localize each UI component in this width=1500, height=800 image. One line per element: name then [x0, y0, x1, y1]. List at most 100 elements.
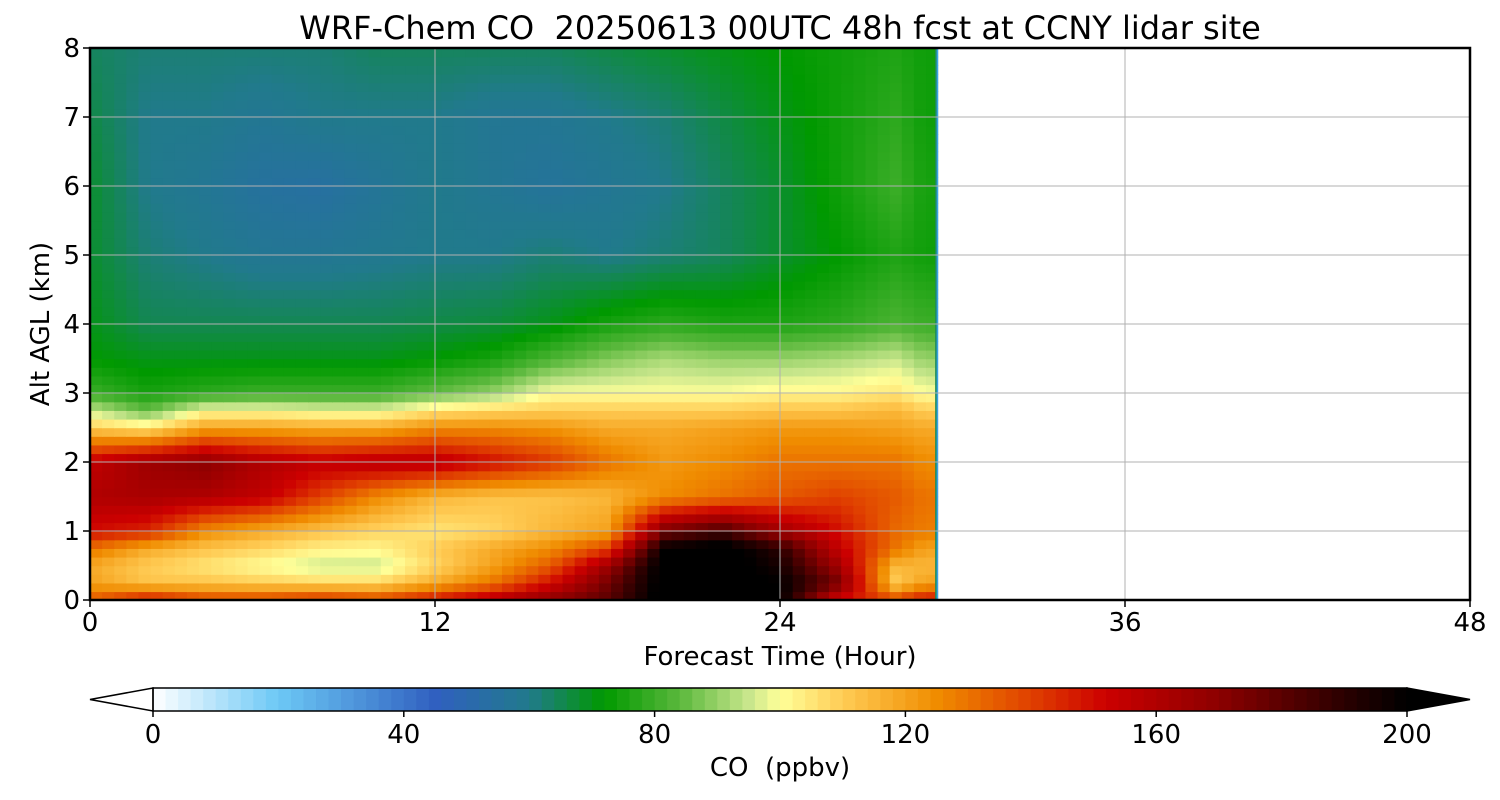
heatmap-cell — [816, 220, 830, 230]
heatmap-cell — [841, 160, 855, 170]
heatmap-cell — [683, 194, 697, 204]
heatmap-cell — [889, 591, 903, 600]
heatmap-cell — [526, 280, 539, 291]
heatmap-cell — [380, 237, 394, 248]
heatmap-cell — [744, 160, 758, 170]
colorbar-outline — [152, 687, 1408, 712]
heatmap-cell — [247, 513, 261, 524]
heatmap-cell — [598, 160, 612, 170]
heatmap-cell — [720, 522, 733, 532]
heatmap-cell — [610, 280, 624, 291]
heatmap-cell — [332, 255, 346, 265]
heatmap-cell — [586, 91, 600, 101]
heatmap-cell — [392, 418, 406, 429]
heatmap-cell — [804, 108, 818, 118]
heatmap-cell — [829, 229, 842, 239]
heatmap-cell — [247, 65, 261, 75]
heatmap-cell — [792, 513, 806, 524]
heatmap-cell — [671, 177, 685, 187]
heatmap-cell — [695, 522, 709, 532]
heatmap-cell — [223, 142, 237, 153]
heatmap-cell — [344, 505, 358, 515]
heatmap-cell — [283, 375, 297, 386]
heatmap-cell — [477, 194, 491, 204]
heatmap-cell — [211, 522, 224, 532]
heatmap-cell — [223, 237, 237, 248]
heatmap-cell — [441, 556, 455, 567]
heatmap-cell — [332, 341, 346, 351]
heatmap-cell — [526, 591, 539, 600]
heatmap-cell — [489, 479, 503, 489]
colorbar-swatch — [1068, 688, 1082, 711]
heatmap-cell — [574, 315, 588, 325]
heatmap-cell — [780, 255, 794, 265]
heatmap-cell — [295, 444, 309, 455]
heatmap-cell — [90, 263, 103, 273]
heatmap-cell — [114, 168, 128, 179]
heatmap-cell — [574, 211, 588, 222]
colorbar-swatch — [1256, 688, 1270, 711]
heatmap-cell — [792, 427, 806, 437]
heatmap-cell — [780, 65, 794, 75]
heatmap-cell — [598, 306, 612, 317]
heatmap-cell — [199, 470, 212, 480]
heatmap-cell — [417, 470, 430, 480]
heatmap-cell — [574, 194, 588, 204]
heatmap-cell — [477, 134, 491, 144]
heatmap-cell — [186, 384, 200, 394]
heatmap-cell — [889, 332, 903, 342]
heatmap-cell — [126, 591, 140, 600]
heatmap-cell — [889, 220, 903, 230]
heatmap-cell — [90, 168, 103, 179]
heatmap-cell — [247, 375, 261, 386]
heatmap-cell — [344, 134, 358, 144]
heatmap-cell — [344, 48, 358, 58]
heatmap-cell — [586, 324, 600, 334]
heatmap-cell — [732, 255, 745, 265]
heatmap-cell — [271, 65, 285, 75]
heatmap-cell — [186, 280, 200, 291]
heatmap-cell — [514, 453, 527, 463]
heatmap-cell — [405, 574, 418, 584]
heatmap-cell — [695, 91, 709, 101]
colorbar-swatch — [316, 688, 330, 711]
heatmap-cell — [877, 574, 891, 584]
heatmap-cell — [380, 168, 394, 179]
heatmap-cell — [259, 151, 273, 161]
heatmap-cell — [186, 186, 200, 196]
heatmap-cell — [683, 487, 697, 498]
heatmap-cell — [332, 591, 346, 600]
heatmap-cell — [150, 91, 164, 101]
heatmap-cell — [756, 367, 770, 377]
heatmap — [90, 48, 939, 600]
heatmap-cell — [671, 82, 685, 92]
heatmap-cell — [174, 591, 188, 600]
heatmap-cell — [695, 582, 709, 593]
heatmap-cell — [586, 453, 600, 463]
heatmap-cell — [865, 306, 879, 317]
heatmap-cell — [647, 229, 661, 239]
heatmap-cell — [501, 444, 515, 455]
colorbar-swatch — [780, 688, 794, 711]
heatmap-cell — [526, 393, 539, 403]
heatmap-cell — [610, 220, 624, 230]
heatmap-cell — [489, 375, 503, 386]
heatmap-cell — [720, 556, 733, 567]
heatmap-cell — [901, 556, 915, 567]
heatmap-cell — [332, 565, 346, 575]
heatmap-cell — [853, 375, 867, 386]
heatmap-cell — [138, 177, 152, 187]
heatmap-cell — [453, 436, 467, 446]
colorbar-extend-min — [89, 687, 154, 712]
heatmap-cell — [465, 82, 479, 92]
heatmap-cell — [501, 574, 515, 584]
heatmap-cell — [162, 48, 176, 58]
heatmap-cell — [392, 306, 406, 317]
heatmap-cell — [344, 186, 358, 196]
heatmap-cell — [829, 384, 842, 394]
heatmap-cell — [586, 556, 600, 567]
heatmap-cell — [223, 48, 237, 58]
heatmap-cell — [598, 177, 612, 187]
heatmap-cell — [574, 574, 588, 584]
heatmap-cell — [926, 56, 939, 66]
